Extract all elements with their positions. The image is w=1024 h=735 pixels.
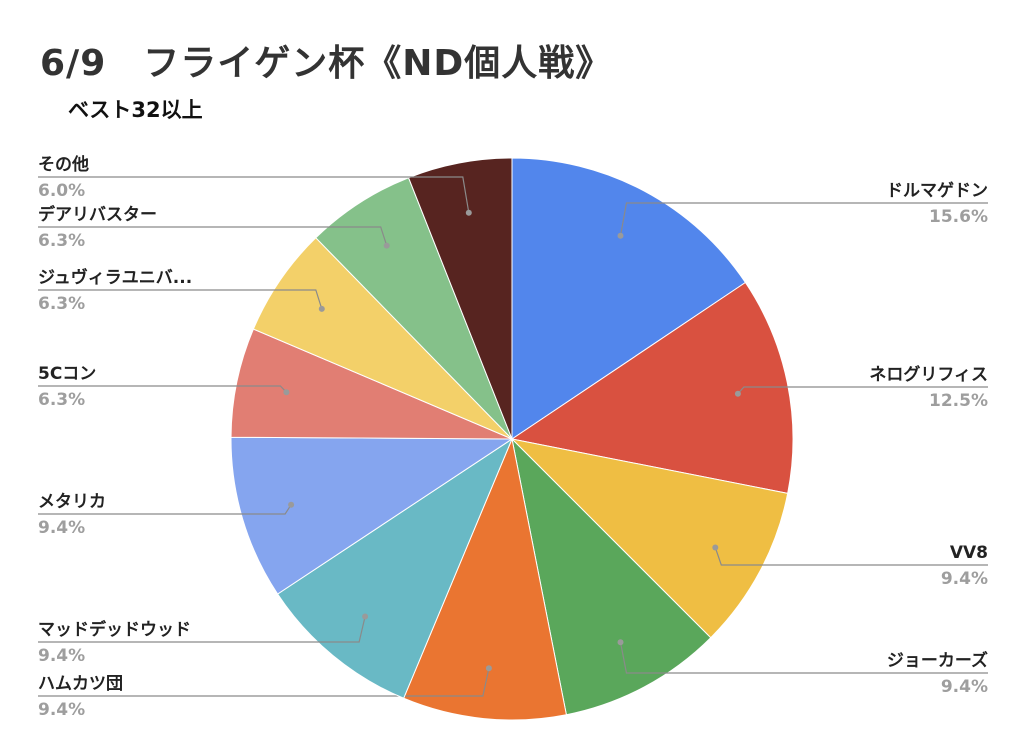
pie-slice-4 xyxy=(511,437,712,716)
slice-label-7: メタリカ xyxy=(38,492,106,512)
leader-dot-1 xyxy=(617,232,624,239)
slice-label-1: ドルマゲドン xyxy=(886,180,988,201)
pie-slice-3 xyxy=(510,438,789,639)
slice-percent-3: 9.4% xyxy=(941,569,988,589)
leader-dot-3 xyxy=(712,544,719,551)
slice-percent-11: 6.0% xyxy=(38,181,85,201)
leader-line-2 xyxy=(737,386,988,395)
slice-percent-5: 9.4% xyxy=(38,700,85,720)
slice-percent-7: 9.4% xyxy=(38,518,85,538)
leader-line-1 xyxy=(619,202,988,236)
slice-label-9: ジュヴィラユニバ... xyxy=(38,267,192,288)
chart-title: 6/9 フライゲン杯《ND個人戦》 xyxy=(40,43,613,84)
leader-dot-6 xyxy=(362,613,369,620)
pie-slice-5 xyxy=(402,437,567,721)
slice-percent-4: 9.4% xyxy=(941,677,988,697)
pie-slice-2 xyxy=(510,281,794,494)
slice-percent-1: 15.6% xyxy=(929,207,988,227)
slice-label-5: ハムカツ団 xyxy=(38,674,123,694)
slice-percent-8: 6.3% xyxy=(38,390,85,410)
slice-label-4: ジョーカーズ xyxy=(887,650,988,671)
slice-label-8: 5Cコン xyxy=(38,364,96,384)
leader-dot-4 xyxy=(617,639,624,646)
slice-label-3: VV8 xyxy=(950,543,988,563)
leader-dot-7 xyxy=(288,501,295,508)
pie-slice-11 xyxy=(407,157,513,440)
slice-percent-6: 9.4% xyxy=(38,646,85,666)
leader-line-5 xyxy=(38,668,490,697)
pie-slice-1 xyxy=(511,157,747,440)
leader-line-9 xyxy=(38,289,323,310)
chart-subtitle: ベスト32以上 xyxy=(68,98,203,122)
leader-dot-5 xyxy=(485,665,492,672)
slice-label-6: マッドデッドウッド xyxy=(38,619,191,640)
leader-line-6 xyxy=(38,616,366,643)
slice-percent-9: 6.3% xyxy=(38,294,85,314)
leader-line-3 xyxy=(714,547,988,566)
pie-slice-6 xyxy=(276,437,514,699)
leader-line-11 xyxy=(38,176,470,213)
slice-percent-10: 6.3% xyxy=(38,231,85,251)
slice-label-10: デアリバスター xyxy=(38,204,157,225)
leader-dot-11 xyxy=(465,209,472,216)
leader-dot-9 xyxy=(318,305,325,312)
leader-dot-10 xyxy=(383,242,390,249)
leader-line-10 xyxy=(38,226,388,246)
leader-line-7 xyxy=(38,504,292,515)
leader-dot-2 xyxy=(734,390,741,397)
leader-dot-8 xyxy=(283,389,290,396)
slice-label-11: その他 xyxy=(38,154,89,175)
pie-slice-7 xyxy=(230,436,514,595)
slice-label-2: ネログリフィス xyxy=(869,364,988,385)
leader-line-4 xyxy=(619,642,988,674)
slice-percent-2: 12.5% xyxy=(929,391,988,411)
